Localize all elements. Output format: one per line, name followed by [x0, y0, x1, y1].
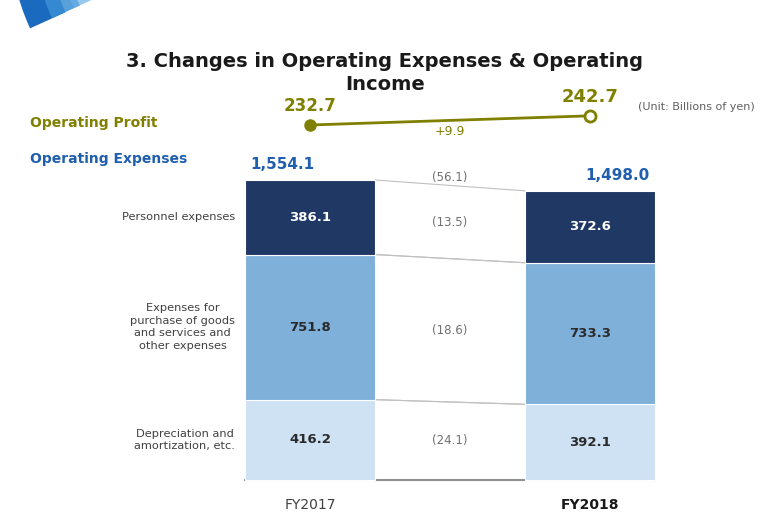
Text: 733.3: 733.3 — [569, 327, 611, 340]
Bar — [525, 191, 655, 263]
Text: (13.5): (13.5) — [433, 216, 467, 228]
Text: Operating Expenses: Operating Expenses — [30, 152, 187, 166]
Text: 416.2: 416.2 — [289, 433, 331, 447]
Bar — [525, 404, 655, 480]
Text: FY2018: FY2018 — [561, 498, 619, 512]
Bar — [525, 263, 655, 404]
Text: (56.1): (56.1) — [432, 171, 467, 184]
Text: 242.7: 242.7 — [561, 88, 618, 106]
Text: (Unit: Billions of yen): (Unit: Billions of yen) — [638, 102, 755, 112]
Text: +9.9: +9.9 — [435, 125, 465, 139]
Bar — [245, 180, 375, 254]
Text: Depreciation and
amortization, etc.: Depreciation and amortization, etc. — [134, 429, 235, 451]
Text: Operating Profit: Operating Profit — [30, 116, 158, 130]
Text: 1,554.1: 1,554.1 — [250, 157, 314, 172]
Text: 232.7: 232.7 — [283, 97, 336, 115]
Text: (18.6): (18.6) — [432, 324, 467, 337]
Bar — [245, 254, 375, 400]
Text: Expenses for
purchase of goods
and services and
other expenses: Expenses for purchase of goods and servi… — [130, 304, 235, 350]
Bar — [245, 400, 375, 480]
Text: Personnel expenses: Personnel expenses — [122, 212, 235, 222]
Text: 372.6: 372.6 — [569, 220, 611, 233]
Text: (24.1): (24.1) — [432, 434, 467, 448]
Text: FY2017: FY2017 — [284, 498, 336, 512]
Text: 3. Changes in Operating Expenses & Operating
Income: 3. Changes in Operating Expenses & Opera… — [126, 52, 644, 95]
Text: 1,498.0: 1,498.0 — [586, 168, 650, 183]
Text: 751.8: 751.8 — [289, 321, 331, 333]
Text: 392.1: 392.1 — [569, 435, 611, 449]
Text: 386.1: 386.1 — [289, 211, 331, 224]
